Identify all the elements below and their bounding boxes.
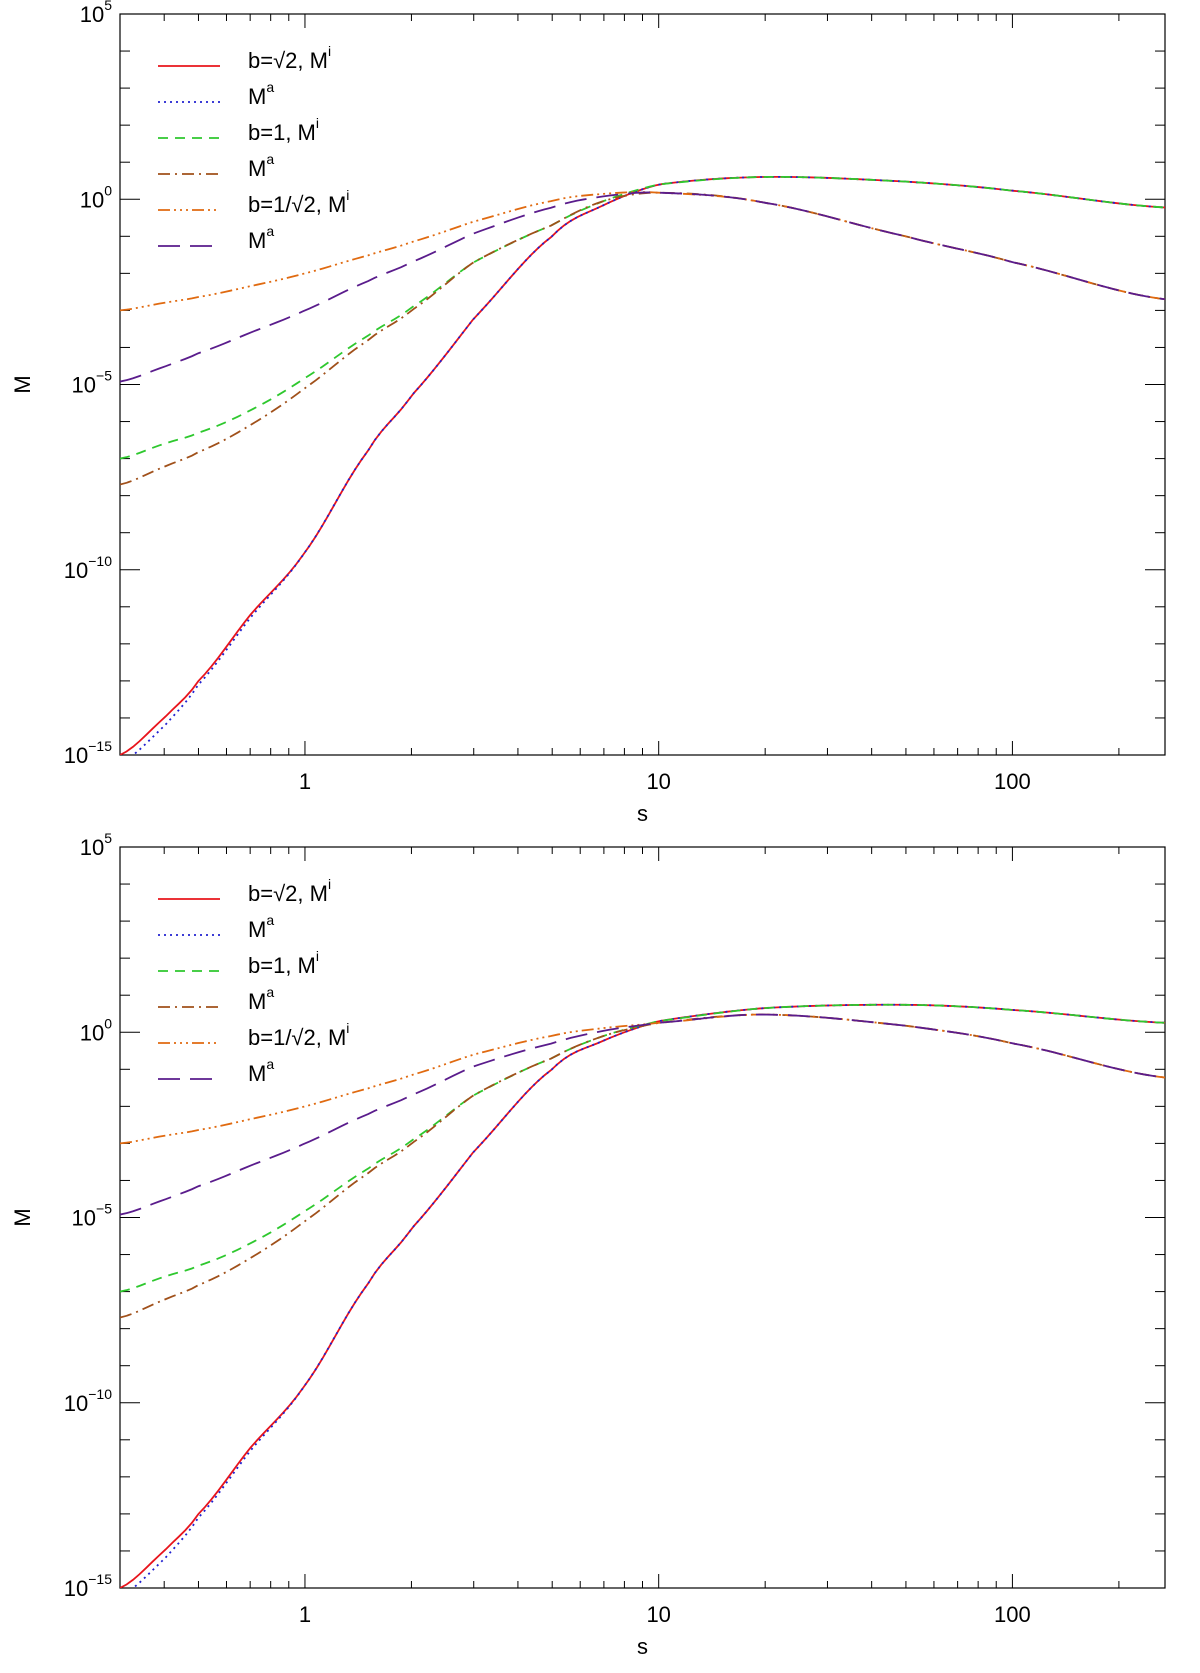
chart-panel-top: 1 10 100 10−15 10−10 10−5 100 105 s Mb=√2, Mi Ma b=… (10, 0, 1166, 826)
legend-label: b=1/√2, Mi (248, 1020, 349, 1050)
y-tick-label: 10−5 (72, 1201, 113, 1231)
x-axis-title: s (637, 801, 648, 826)
legend-label: Ma (248, 223, 274, 253)
y-tick-label: 105 (80, 0, 112, 27)
chart-panel-bottom: 1 10 100 10−15 10−10 10−5 100 105 s Mb=√2, Mi Ma b=… (10, 830, 1166, 1659)
x-tick-label: 10 (646, 1602, 670, 1627)
series-line-1 (131, 175, 1165, 755)
x-tick-label: 1 (299, 1602, 311, 1627)
series-line-5 (120, 1013, 1165, 1216)
series-line-1 (131, 1003, 1165, 1588)
legend-label: b=√2, Mi (248, 876, 331, 906)
x-tick-label: 100 (994, 1602, 1031, 1627)
legend-label: b=1/√2, Mi (248, 187, 349, 217)
x-tick-label: 100 (994, 769, 1031, 794)
x-axis-title: s (637, 1634, 648, 1659)
legend-label: Ma (248, 984, 274, 1014)
y-axis-title: M (10, 375, 35, 393)
y-tick-label: 10−15 (64, 738, 112, 768)
legend-label: Ma (248, 151, 274, 181)
y-tick-label: 10−15 (64, 1571, 112, 1601)
y-axis-title: M (10, 1208, 35, 1226)
series-line-3 (120, 191, 1165, 486)
series-line-5 (120, 191, 1165, 383)
x-tick-label: 10 (646, 769, 670, 794)
series-line-0 (120, 175, 1165, 755)
legend-label: b=√2, Mi (248, 43, 331, 73)
legend-label: Ma (248, 79, 274, 109)
x-tick-label: 1 (299, 769, 311, 794)
y-tick-label: 100 (80, 1015, 112, 1045)
y-tick-label: 10−10 (64, 553, 112, 583)
legend-label: b=1, Mi (248, 115, 319, 145)
legend-label: b=1, Mi (248, 948, 319, 978)
series-line-2 (120, 175, 1165, 460)
legend-label: Ma (248, 1056, 274, 1086)
y-tick-label: 100 (80, 182, 112, 212)
series-line-0 (120, 1003, 1165, 1588)
series-line-3 (120, 1013, 1165, 1319)
legend-label: Ma (248, 912, 274, 942)
y-tick-label: 10−5 (72, 368, 113, 398)
y-tick-label: 105 (80, 830, 112, 860)
series-line-2 (120, 1003, 1165, 1293)
y-tick-label: 10−10 (64, 1386, 112, 1416)
